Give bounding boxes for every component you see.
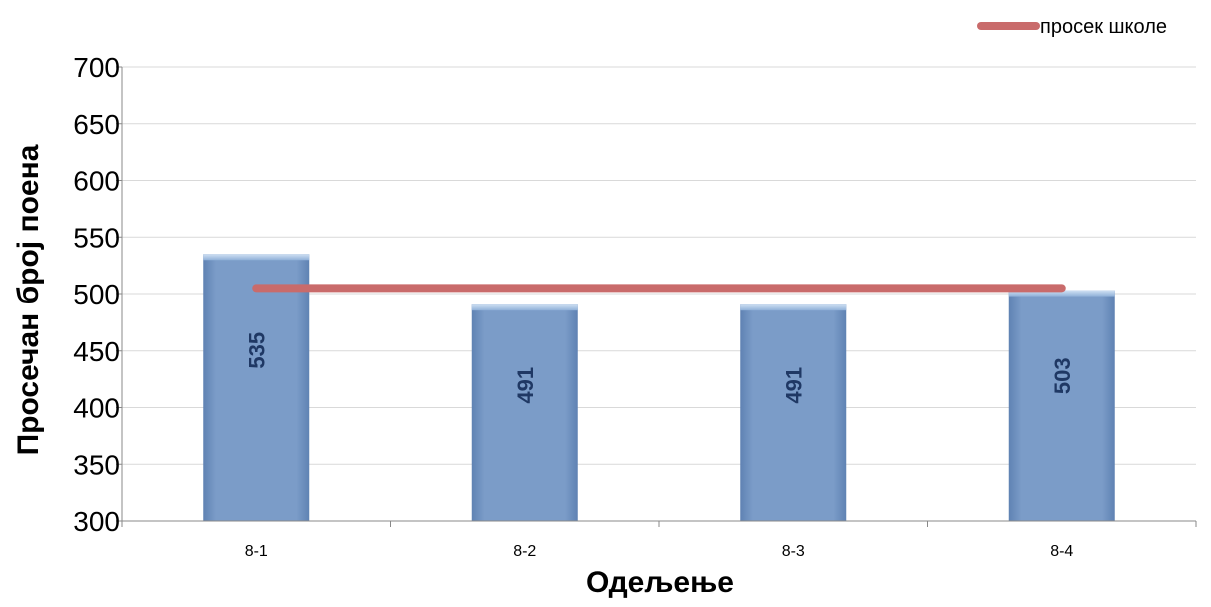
y-tick-label: 300 [73,506,120,537]
y-tick-label: 700 [73,52,120,83]
x-tick-label: 8-3 [782,543,805,560]
y-tick-label: 450 [73,336,120,367]
legend: просек школе [977,16,1167,38]
bar-8-4 [1008,290,1115,521]
y-tick-label: 550 [73,222,120,253]
y-tick-label: 500 [73,279,120,310]
legend-label: просек школе [1040,16,1167,38]
data-label: 535 [244,332,269,369]
data-label: 503 [1050,357,1075,394]
y-tick-label: 350 [73,449,120,480]
bar-8-3 [740,304,847,521]
data-label: 491 [781,367,806,404]
y-axis-title: Просечан број поена [12,144,45,455]
bar-8-1 [203,254,310,521]
y-tick-label: 400 [73,393,120,424]
y-axis-ticks: 300 350 400 450 500 550 600 650 700 [73,52,122,537]
x-tick-label: 8-4 [1050,543,1073,560]
bar-cap [203,254,310,261]
bar-cap [471,304,578,311]
data-label: 491 [513,367,538,404]
bar-cap [1008,290,1115,297]
y-tick-label: 600 [73,166,120,197]
bar-8-2 [471,304,578,521]
x-axis: 8-1 8-2 8-3 8-4 [121,67,1197,560]
y-tick-label: 650 [73,109,120,140]
x-tick-label: 8-2 [513,543,536,560]
x-axis-title: Одељење [586,566,734,599]
bars: 535 491 491 503 [203,254,1115,521]
bar-cap [740,304,847,311]
x-tick-label: 8-1 [245,543,268,560]
